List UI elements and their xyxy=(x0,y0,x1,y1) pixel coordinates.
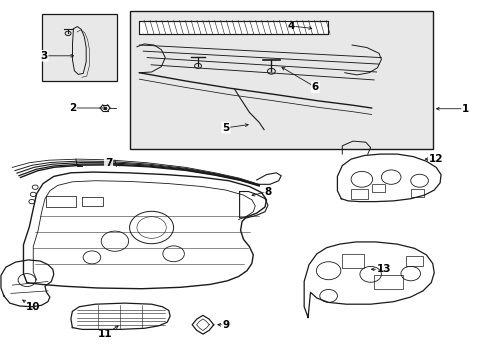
Bar xyxy=(129,11,432,149)
Bar xyxy=(410,189,424,197)
Text: 11: 11 xyxy=(98,329,112,339)
Text: 13: 13 xyxy=(376,264,390,274)
Bar xyxy=(350,189,367,199)
Text: 9: 9 xyxy=(222,320,229,330)
Text: 10: 10 xyxy=(26,302,41,312)
Text: 12: 12 xyxy=(428,154,443,164)
Bar xyxy=(373,275,403,289)
Text: 5: 5 xyxy=(222,123,229,133)
Text: 7: 7 xyxy=(104,158,112,168)
Text: 3: 3 xyxy=(41,51,47,61)
Text: 2: 2 xyxy=(69,103,76,113)
Text: 1: 1 xyxy=(461,104,468,114)
FancyBboxPatch shape xyxy=(139,21,327,34)
Text: 4: 4 xyxy=(286,21,294,31)
Text: 8: 8 xyxy=(264,186,271,197)
Bar xyxy=(41,14,117,81)
Bar xyxy=(405,256,422,266)
Text: 6: 6 xyxy=(311,82,318,92)
Bar xyxy=(342,254,364,268)
Bar xyxy=(371,184,385,192)
